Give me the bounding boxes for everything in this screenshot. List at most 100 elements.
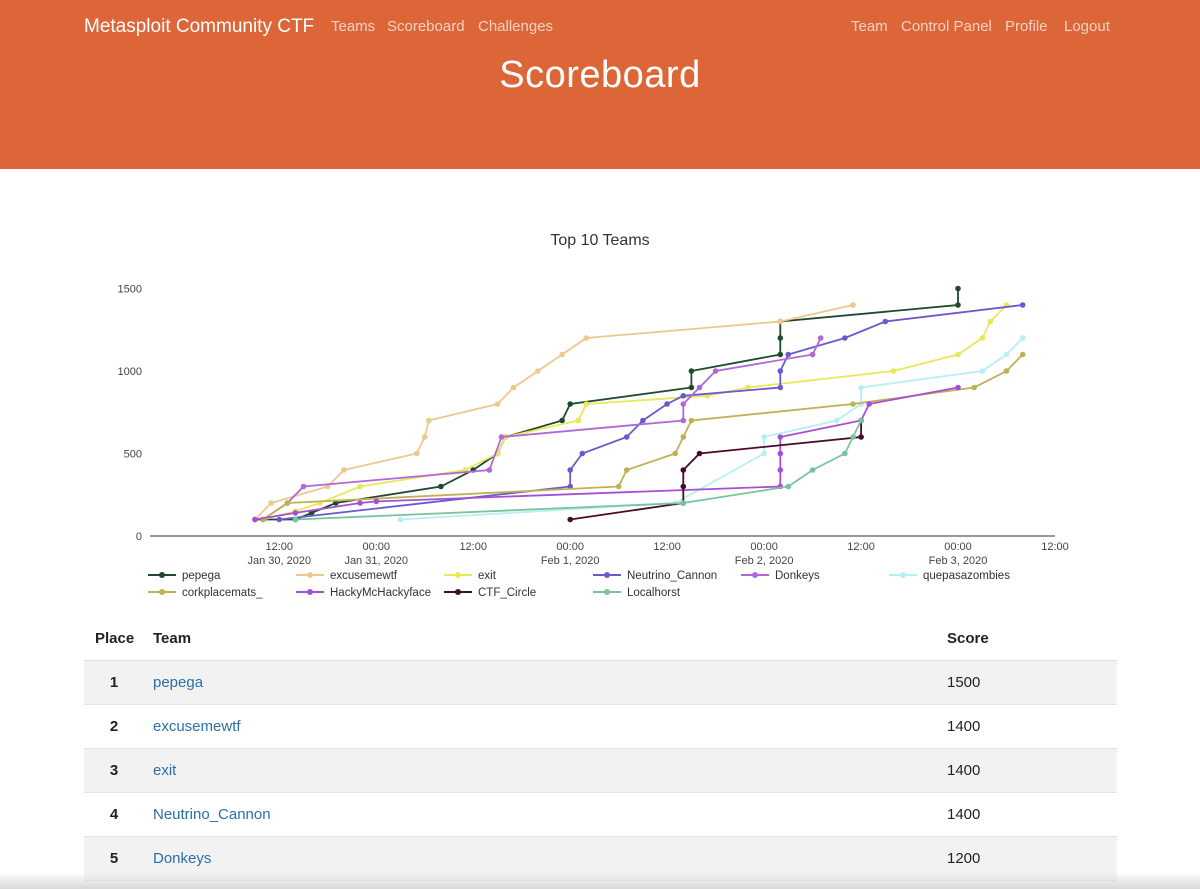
data-point[interactable] — [583, 401, 590, 407]
data-point[interactable] — [680, 467, 687, 473]
row-team-link[interactable]: exit — [153, 762, 177, 779]
row-team-link[interactable]: Neutrino_Cannon — [153, 806, 271, 823]
data-point[interactable] — [413, 450, 420, 457]
data-point[interactable] — [680, 401, 687, 407]
data-point[interactable] — [292, 510, 299, 516]
nav-profile[interactable]: Profile — [1005, 18, 1048, 35]
data-point[interactable] — [583, 335, 590, 341]
data-point[interactable] — [333, 500, 339, 506]
data-point[interactable] — [567, 401, 573, 407]
data-point[interactable] — [252, 516, 258, 523]
legend-item[interactable]: Donkeys — [741, 570, 820, 582]
data-point[interactable] — [292, 516, 299, 523]
data-point[interactable] — [688, 384, 695, 391]
data-point[interactable] — [357, 500, 363, 506]
data-point[interactable] — [696, 384, 703, 391]
data-point[interactable] — [777, 384, 784, 391]
data-point[interactable] — [680, 500, 687, 506]
data-point[interactable] — [494, 401, 501, 407]
data-point[interactable] — [688, 417, 695, 424]
data-point[interactable] — [680, 393, 687, 399]
data-point[interactable] — [777, 467, 784, 473]
data-point[interactable] — [640, 417, 646, 424]
data-point[interactable] — [438, 483, 444, 490]
data-point[interactable] — [858, 417, 864, 424]
data-point[interactable] — [955, 285, 961, 292]
nav-scoreboard[interactable]: Scoreboard — [387, 18, 465, 35]
data-point[interactable] — [809, 467, 816, 473]
data-point[interactable] — [842, 450, 848, 457]
data-point[interactable] — [971, 384, 977, 391]
data-point[interactable] — [680, 417, 687, 424]
data-point[interactable] — [421, 434, 428, 440]
data-point[interactable] — [268, 500, 275, 506]
data-point[interactable] — [696, 450, 703, 457]
data-point[interactable] — [866, 401, 872, 407]
row-team-link[interactable]: Donkeys — [153, 850, 212, 867]
data-point[interactable] — [777, 450, 784, 457]
data-point[interactable] — [486, 467, 493, 473]
data-point[interactable] — [817, 335, 824, 341]
row-team-link[interactable]: pepega — [153, 674, 204, 691]
legend-item[interactable]: excusemewtf — [296, 570, 398, 582]
data-point[interactable] — [535, 368, 541, 374]
legend-item[interactable]: Neutrino_Cannon — [593, 570, 717, 582]
data-point[interactable] — [672, 450, 678, 457]
data-point[interactable] — [688, 368, 695, 374]
nav-teams[interactable]: Teams — [331, 18, 376, 35]
data-point[interactable] — [890, 368, 897, 374]
data-point[interactable] — [712, 368, 719, 374]
data-point[interactable] — [276, 516, 283, 523]
data-point[interactable] — [809, 351, 816, 358]
data-point[interactable] — [559, 351, 565, 358]
brand-link[interactable]: Metasploit Community CTF — [84, 16, 315, 37]
nav-control-panel[interactable]: Control Panel — [901, 18, 992, 35]
data-point[interactable] — [426, 417, 432, 424]
data-point[interactable] — [882, 318, 889, 325]
data-point[interactable] — [785, 483, 792, 490]
legend-item[interactable]: exit — [444, 570, 497, 582]
nav-challenges[interactable]: Challenges — [478, 18, 554, 35]
data-point[interactable] — [1019, 351, 1026, 358]
data-point[interactable] — [850, 302, 856, 308]
data-point[interactable] — [850, 434, 856, 440]
data-point[interactable] — [623, 434, 630, 440]
data-point[interactable] — [987, 318, 994, 325]
data-point[interactable] — [979, 368, 986, 374]
legend-item[interactable]: HackyMcHackyface — [296, 587, 431, 599]
data-point[interactable] — [575, 417, 582, 424]
data-point[interactable] — [842, 335, 848, 341]
data-point[interactable] — [858, 384, 864, 391]
data-point[interactable] — [834, 417, 840, 424]
data-point[interactable] — [1003, 351, 1010, 358]
data-point[interactable] — [300, 483, 307, 490]
legend-item[interactable]: Localhorst — [593, 587, 681, 599]
data-point[interactable] — [284, 500, 291, 506]
data-point[interactable] — [559, 417, 565, 424]
data-point[interactable] — [1003, 368, 1010, 374]
data-point[interactable] — [567, 467, 573, 473]
legend-item[interactable]: quepasazombies — [889, 570, 1010, 582]
data-point[interactable] — [615, 483, 622, 490]
legend-item[interactable]: corkplacemats_ — [148, 587, 263, 599]
data-point[interactable] — [858, 434, 864, 440]
data-point[interactable] — [680, 434, 687, 440]
data-point[interactable] — [579, 450, 586, 457]
data-point[interactable] — [745, 384, 751, 391]
data-point[interactable] — [761, 450, 767, 457]
data-point[interactable] — [1019, 335, 1026, 341]
data-point[interactable] — [623, 467, 630, 473]
data-point[interactable] — [777, 434, 784, 440]
data-point[interactable] — [1019, 302, 1026, 308]
data-point[interactable] — [498, 434, 505, 440]
legend-item[interactable]: CTF_Circle — [444, 587, 536, 599]
nav-logout[interactable]: Logout — [1064, 18, 1110, 35]
data-point[interactable] — [777, 351, 784, 358]
data-point[interactable] — [664, 401, 670, 407]
data-point[interactable] — [373, 498, 380, 505]
data-point[interactable] — [761, 434, 767, 440]
nav-team[interactable]: Team — [851, 18, 888, 35]
data-point[interactable] — [680, 483, 687, 490]
data-point[interactable] — [777, 368, 784, 374]
data-point[interactable] — [850, 401, 856, 407]
